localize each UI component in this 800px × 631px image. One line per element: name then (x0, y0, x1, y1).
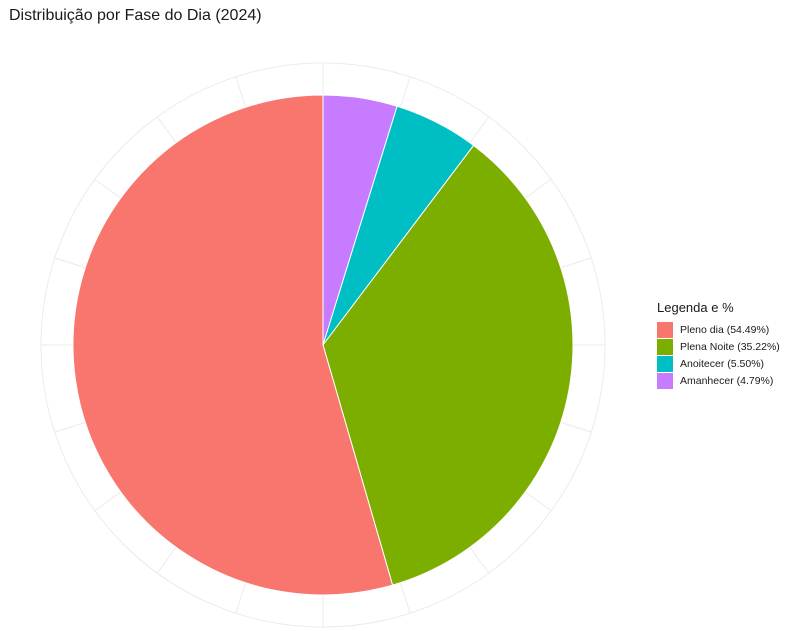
pie-slice-3 (72, 94, 394, 596)
grid-spoke (469, 116, 490, 144)
grid-spoke (235, 76, 247, 108)
grid-spoke (54, 257, 86, 269)
legend-swatch (657, 338, 673, 355)
legend-label: Plena Noite (35.22%) (680, 340, 780, 353)
chart-title: Distribuição por Fase do Dia (2024) (9, 7, 262, 24)
legend-swatch (657, 321, 673, 338)
legend: Legenda e % Pleno dia (54.49%) Plena Noit… (657, 300, 780, 389)
legend-label: Anoitecer (5.50%) (680, 357, 765, 370)
legend-label: Pleno dia (54.49%) (680, 323, 770, 336)
legend-item: Pleno dia (54.49%) (657, 321, 780, 338)
legend-item: Anoitecer (5.50%) (657, 355, 780, 372)
grid-spoke (524, 178, 552, 199)
pie-slices (72, 94, 574, 596)
grid-spoke (560, 421, 592, 433)
grid-spoke (399, 76, 411, 108)
grid-spoke (469, 546, 490, 574)
legend-item: Amanhecer (4.79%) (657, 372, 780, 389)
grid-spoke (156, 116, 177, 144)
grid-spoke (94, 491, 122, 512)
polar-grid (40, 62, 606, 628)
legend-title: Legenda e % (657, 300, 734, 315)
legend-items: Pleno dia (54.49%) Plena Noite (35.22%) An… (657, 321, 780, 389)
pie-slice-2 (322, 144, 574, 586)
grid-spoke (560, 257, 592, 269)
legend-swatch (657, 355, 673, 372)
grid-spoke (524, 491, 552, 512)
grid-spoke (156, 546, 177, 574)
legend-item: Plena Noite (35.22%) (657, 338, 780, 355)
legend-label: Amanhecer (4.79%) (680, 374, 774, 387)
grid-spoke (235, 582, 247, 614)
grid-spoke (399, 582, 411, 614)
grid-spoke (54, 421, 86, 433)
legend-swatch (657, 372, 673, 389)
grid-spoke (94, 178, 122, 199)
